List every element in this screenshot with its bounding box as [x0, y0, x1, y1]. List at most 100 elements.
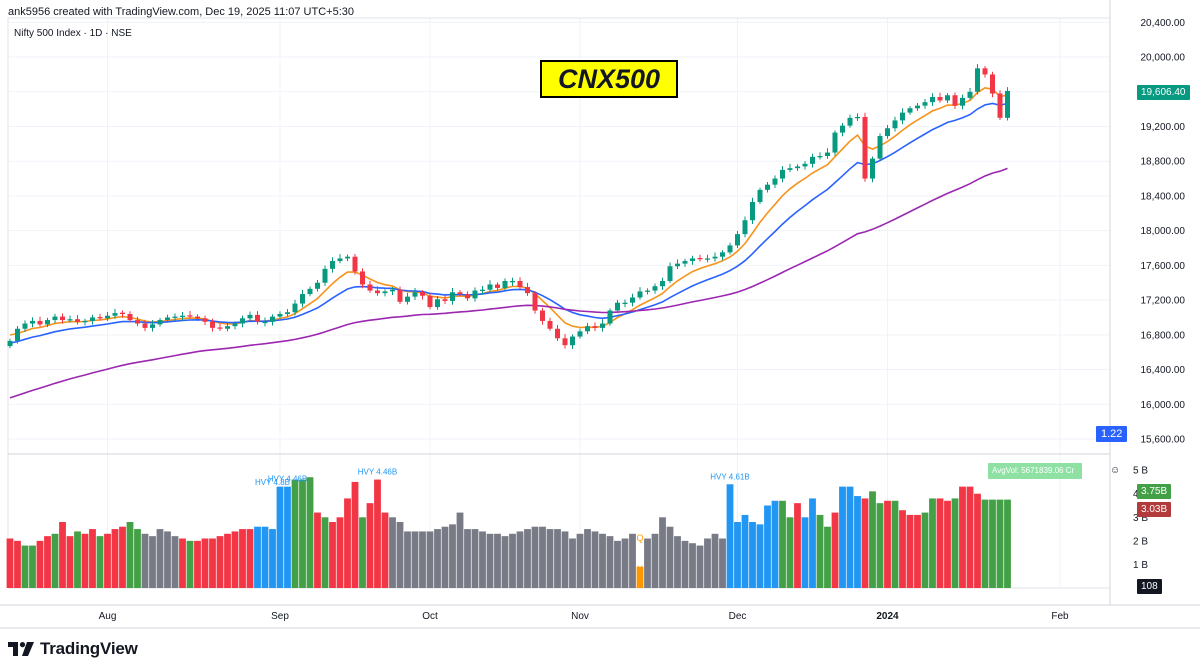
volume-bar: [209, 538, 216, 588]
ema-line: [9, 102, 1008, 344]
candle: [232, 321, 238, 330]
volume-bar: [224, 533, 231, 588]
candle-body: [22, 323, 28, 329]
candle-body: [232, 323, 238, 327]
candle-body: [442, 299, 448, 301]
candle-body: [900, 112, 905, 121]
volume-label: HVY 4.8B: [255, 478, 290, 487]
volume-bar: [21, 545, 29, 588]
candle: [52, 313, 58, 324]
candle: [885, 125, 890, 139]
volume-bar: [756, 524, 764, 588]
candle: [45, 317, 50, 328]
candle: [645, 288, 650, 295]
volume-bar: [681, 540, 689, 588]
volume-bar: [711, 533, 719, 588]
candle-body: [922, 102, 928, 106]
candle-body: [862, 116, 868, 179]
price-tick-label: 16,400.00: [1141, 365, 1186, 376]
candle: [420, 290, 425, 300]
volume-bar: [704, 538, 711, 588]
candle-body: [247, 314, 253, 319]
candle: [585, 322, 590, 335]
credit-line: ank5956 created with TradingView.com, De…: [8, 6, 355, 18]
candle-body: [345, 256, 350, 259]
candle-body: [952, 95, 958, 106]
volume-bar: [644, 538, 651, 588]
candle: [675, 259, 680, 269]
volume-bar: [734, 522, 741, 588]
candle: [480, 285, 485, 295]
candle: [105, 311, 110, 322]
volume-bar: [299, 479, 306, 588]
volume-bar: [14, 540, 21, 588]
candle-body: [832, 132, 838, 153]
candle-body: [690, 258, 695, 262]
volume-bar: [524, 529, 531, 588]
candle: [382, 289, 388, 297]
candle: [757, 187, 763, 205]
volume-bar: [426, 531, 434, 588]
candle: [427, 293, 433, 310]
candle: [367, 280, 373, 293]
candle: [337, 254, 343, 264]
volume-bar: [764, 505, 771, 588]
candle-body: [127, 313, 133, 321]
candle-body: [52, 316, 58, 321]
candle: [412, 288, 418, 300]
candle-body: [720, 252, 725, 257]
candle: [787, 163, 793, 173]
candle-body: [937, 96, 943, 101]
candle: [780, 166, 785, 183]
tradingview-logo-icon: [8, 642, 34, 656]
volume-bar: [404, 531, 411, 588]
candle-body: [772, 178, 778, 185]
candle-body: [210, 321, 215, 328]
candle: [142, 319, 148, 332]
candle: [30, 317, 35, 328]
volume-bar: [284, 486, 291, 588]
candle: [832, 130, 838, 156]
volume-bar: [419, 531, 426, 588]
tradingview-brand: TradingView: [8, 638, 138, 660]
volume-bar: [606, 536, 614, 588]
candle: [652, 283, 658, 294]
volume-label: HVY 4.61B: [710, 472, 749, 481]
candle-body: [757, 189, 763, 203]
volume-bar: [179, 538, 186, 588]
candle-body: [90, 317, 95, 321]
candle-body: [60, 316, 65, 321]
volume-bar: [471, 529, 479, 588]
candle-body: [337, 258, 343, 262]
candle: [405, 292, 410, 305]
volume-bar: [921, 512, 929, 588]
candle-body: [622, 302, 628, 305]
candle: [495, 282, 500, 291]
volume-bar: [771, 500, 779, 588]
volume-tick-label: 3 B: [1133, 513, 1148, 524]
volume-bar: [36, 540, 44, 588]
candle: [510, 277, 515, 287]
candle: [817, 152, 823, 160]
candle: [330, 257, 335, 273]
candle: [75, 314, 80, 325]
candle: [622, 299, 628, 308]
candle-body: [82, 320, 88, 323]
candle: [397, 286, 403, 305]
candle: [720, 250, 725, 261]
price-tick-label: 20,400.00: [1141, 18, 1186, 29]
candle: [180, 311, 185, 321]
candle-body: [450, 292, 455, 301]
candle-body: [15, 328, 20, 341]
volume-bar: [546, 529, 554, 588]
volume-bar: [996, 499, 1004, 588]
candle: [37, 316, 43, 327]
candle: [802, 161, 808, 170]
time-tick-label: Feb: [1051, 611, 1069, 622]
candle-body: [382, 291, 388, 294]
candle: [570, 334, 575, 349]
candle: [435, 296, 440, 310]
volume-bar: [89, 529, 96, 588]
candle-body: [112, 313, 118, 316]
price-axis: 15,600.00 16,000.00 16,400.00 16,800.00 17,2…: [1141, 18, 1186, 446]
